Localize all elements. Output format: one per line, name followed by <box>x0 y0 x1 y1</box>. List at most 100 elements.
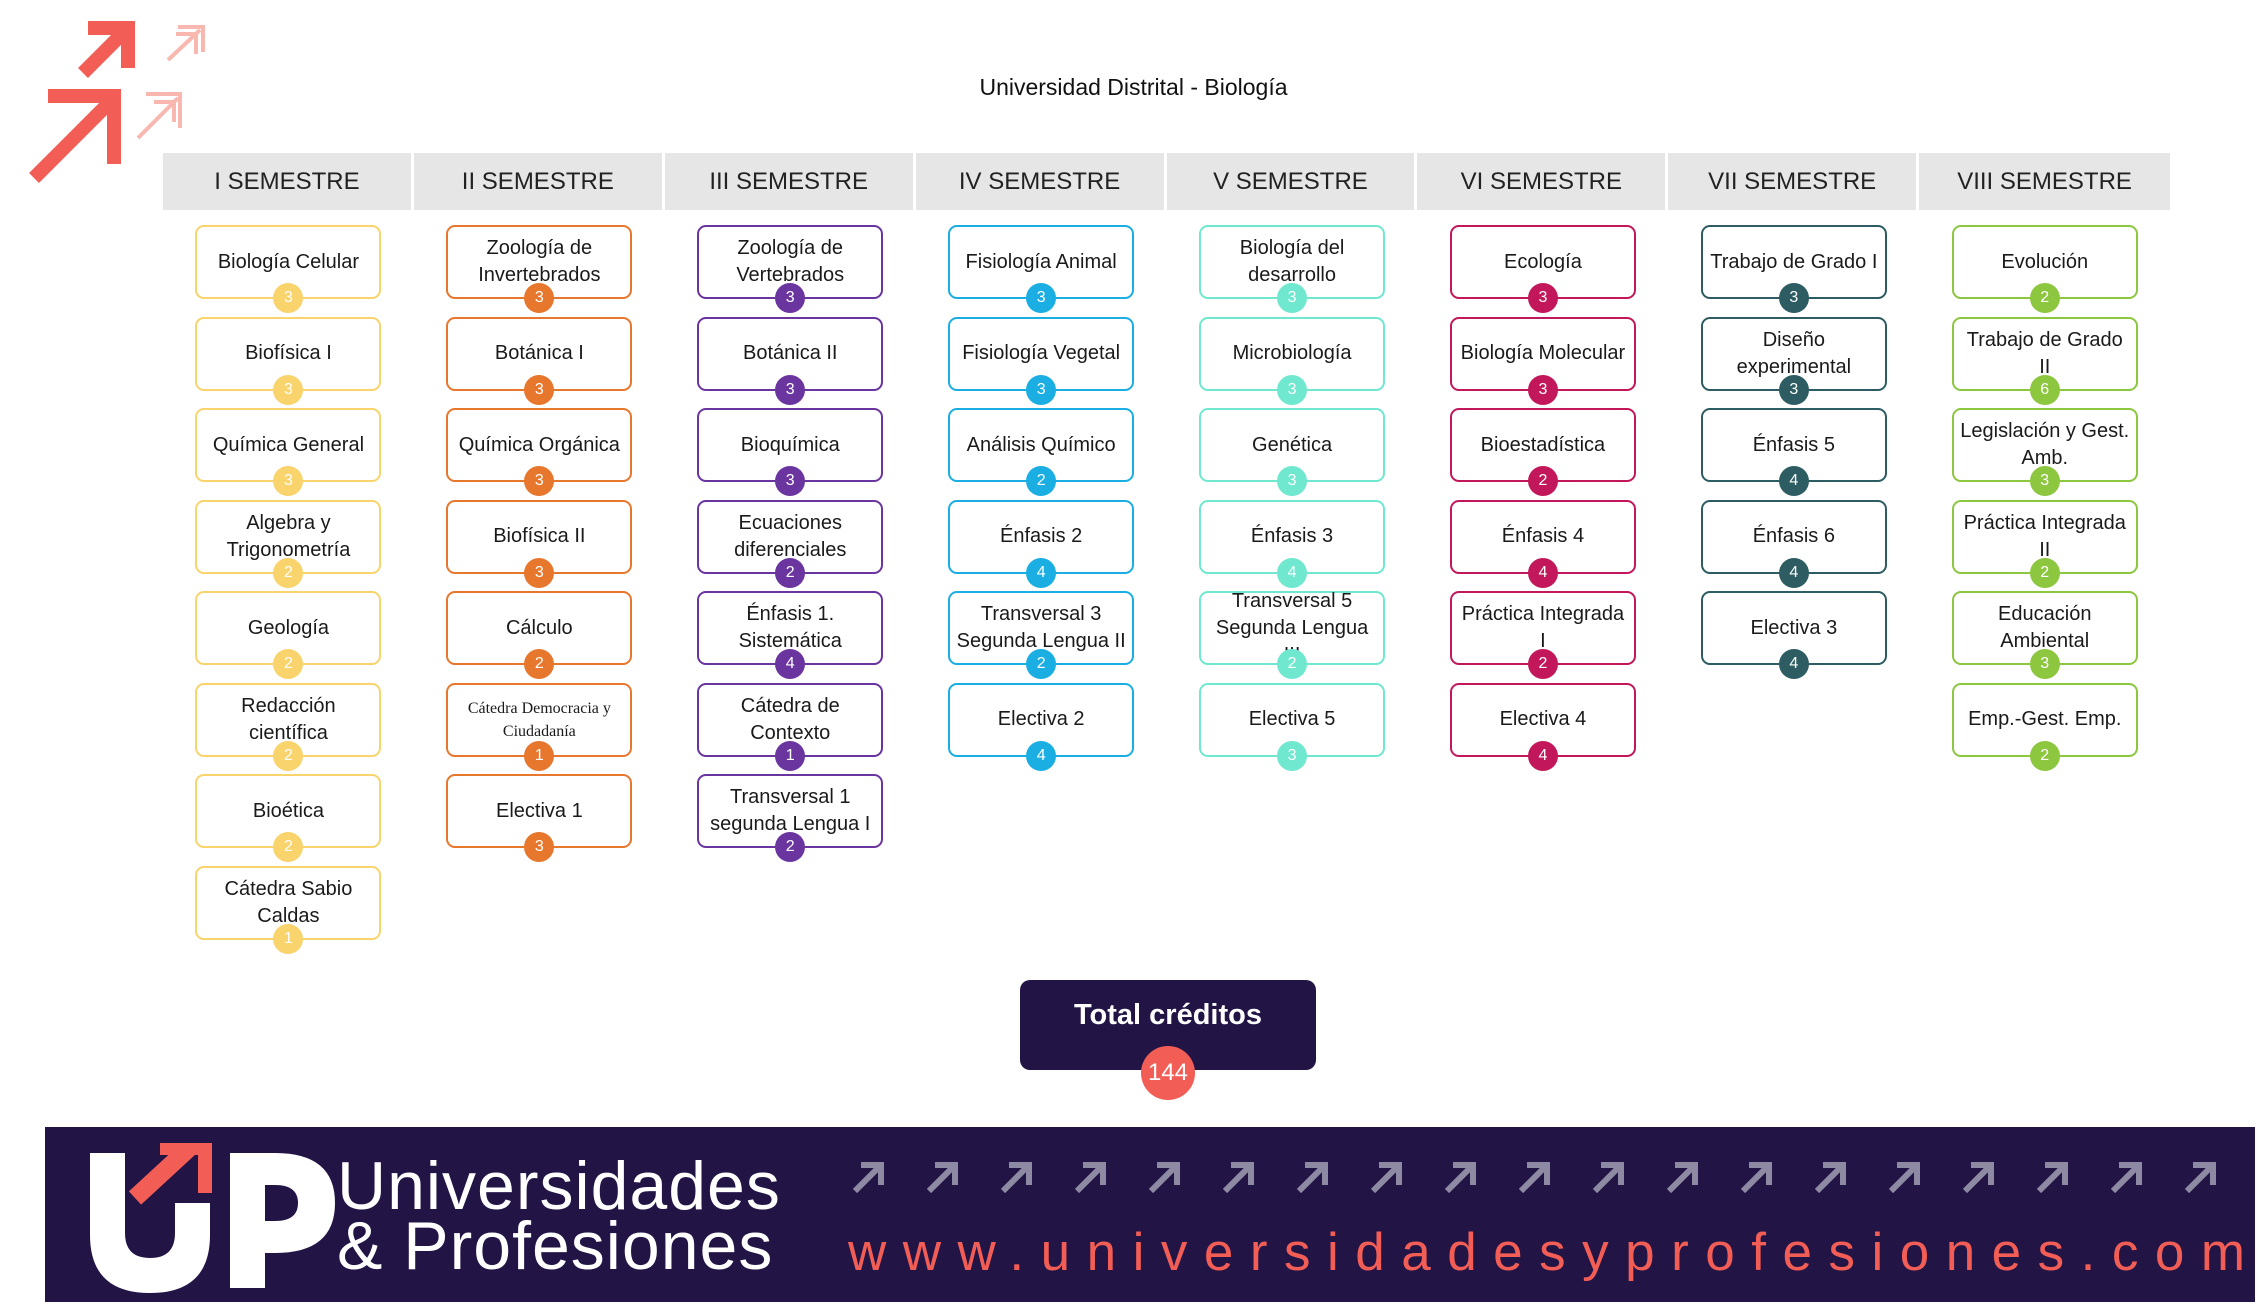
credit-badge: 3 <box>1277 283 1308 313</box>
credit-badge: 2 <box>1277 649 1308 679</box>
brand-name-line2: & Profesiones <box>337 1208 774 1284</box>
course-name: Bioestadística <box>1480 433 1606 456</box>
up-logo-icon <box>90 1143 335 1293</box>
course-card: Énfasis 1. Sistemática 4 <box>697 591 884 679</box>
credit-badge: 2 <box>273 740 304 771</box>
semester-header: VIII SEMESTRE <box>1957 168 2132 195</box>
total-credits-box: Total créditos 144 <box>1020 980 1316 1100</box>
course-name: Electiva 3 <box>1750 616 1838 639</box>
credit-badge: 2 <box>775 557 806 588</box>
course-name: Química Orgánica <box>458 433 620 456</box>
credit-badge: 3 <box>1026 374 1057 405</box>
credit-badge: 2 <box>1527 466 1558 496</box>
course-card: Trabajo de Grado I 3 <box>1700 225 1887 313</box>
course-name: Ecología <box>1504 250 1582 273</box>
course-name: Zoología de Vertebrados <box>736 237 845 286</box>
course-name: Énfasis 4 <box>1501 525 1585 547</box>
course-card: Electiva 5 3 <box>1199 682 1386 771</box>
course-name: Biología Molecular <box>1460 342 1626 364</box>
credit-badge: 2 <box>1527 649 1558 679</box>
course-card: Geología 2 <box>195 591 382 679</box>
credit-badge: 3 <box>524 832 555 862</box>
credit-badge: 2 <box>775 832 806 862</box>
course-card: Ecología 3 <box>1449 225 1636 313</box>
brand-arrows-icon <box>29 21 205 183</box>
course-name: Redacción científica <box>241 694 336 744</box>
semester-header: VI SEMESTRE <box>1417 153 1669 210</box>
course-name: Electiva 2 <box>997 708 1085 730</box>
course-name: Práctica Integrada I <box>1461 603 1625 652</box>
course-name: Énfasis 3 <box>1250 525 1334 547</box>
course-name: Transversal 1 segunda Lengua I <box>710 786 871 835</box>
course-name: Cálculo <box>505 616 573 639</box>
course-card: Química Orgánica 3 <box>446 408 633 496</box>
course-card: Biología Celular 3 <box>195 225 382 313</box>
credit-badge: 3 <box>1277 466 1308 496</box>
course-card: Cátedra Democracia y Ciudadanía 1 <box>446 682 633 771</box>
course-name: Cátedra Sabio Caldas <box>224 877 353 927</box>
credit-badge: 4 <box>1026 557 1057 588</box>
credit-badge: 2 <box>2029 283 2060 313</box>
course-card: Diseño experimental 3 <box>1700 316 1887 405</box>
semester-header: V SEMESTRE <box>1167 153 1418 210</box>
course-name: Biofísica I <box>245 342 332 364</box>
credit-badge: 2 <box>2029 740 2060 771</box>
course-card: Fisiología Animal 3 <box>948 225 1135 313</box>
course-card: Zoología de Invertebrados 3 <box>446 225 633 313</box>
course-card: Énfasis 3 4 <box>1199 499 1386 588</box>
credit-badge: 6 <box>2029 374 2060 405</box>
course-card: Emp.-Gest. Emp. 2 <box>1951 682 2138 771</box>
course-name: Ecuaciones diferenciales <box>734 511 847 561</box>
course-name: Genética <box>1252 433 1333 456</box>
course-name: Biofísica II <box>493 525 586 547</box>
course-card: Zoología de Vertebrados 3 <box>697 225 884 313</box>
credit-badge: 2 <box>273 649 304 679</box>
credit-badge: 3 <box>524 466 555 496</box>
course-name: Análisis Químico <box>966 433 1116 456</box>
course-card: Cátedra Sabio Caldas 1 <box>195 865 382 954</box>
credit-badge: 3 <box>524 557 555 588</box>
course-name: Énfasis 6 <box>1752 525 1835 547</box>
course-card: Biología del desarrollo 3 <box>1199 225 1386 313</box>
course-card: Electiva 2 4 <box>948 682 1135 771</box>
credit-badge: 2 <box>524 649 555 679</box>
course-card: Énfasis 2 4 <box>948 499 1135 588</box>
course-card: Química General 3 <box>195 408 382 496</box>
credit-badge: 2 <box>273 557 304 588</box>
credit-badge: 2 <box>1026 466 1057 496</box>
credit-badge: 3 <box>1527 283 1558 313</box>
semester-header: III SEMESTRE <box>665 153 916 210</box>
course-card: Evolución 2 <box>1951 225 2138 313</box>
course-name: Botánica II <box>742 342 838 364</box>
course-name: Biología del desarrollo <box>1239 237 1345 286</box>
course-name: Trabajo de Grado II <box>1966 328 2123 378</box>
course-name: Cátedra de Contexto <box>740 694 840 744</box>
credit-badge: 2 <box>2029 557 2060 588</box>
semester-header: II SEMESTRE <box>414 153 665 210</box>
total-credits-badge: 144 <box>1141 1046 1195 1100</box>
credit-badge: 3 <box>775 466 806 496</box>
course-name: Emp.-Gest. Emp. <box>1968 708 2122 730</box>
credit-badge: 4 <box>1778 466 1809 496</box>
course-name: Énfasis 1. Sistemática <box>738 603 842 652</box>
credit-badge: 3 <box>524 374 555 405</box>
course-card: Énfasis 5 4 <box>1700 408 1887 496</box>
credit-badge: 3 <box>775 283 806 313</box>
course-card: Electiva 4 4 <box>1449 682 1636 771</box>
credit-badge: 2 <box>1026 649 1057 679</box>
course-card: Transversal 5 Segunda Lengua III2 <box>1199 590 1386 679</box>
course-card: Práctica Integrada II 2 <box>1951 499 2138 588</box>
course-card: Bioestadística 2 <box>1449 408 1636 496</box>
course-card: Bioquímica 3 <box>697 408 884 496</box>
course-card: Electiva 1 3 <box>446 774 633 862</box>
arrow-pattern-icon <box>852 1162 2216 1194</box>
credit-badge: 3 <box>1277 374 1308 405</box>
website-url: www.universidadesyprofesiones.com <box>848 1223 2255 1282</box>
course-name: Botánica I <box>494 342 584 364</box>
credit-badge: 4 <box>1778 649 1809 679</box>
course-card: Énfasis 4 4 <box>1449 499 1636 588</box>
course-name: Química General <box>212 433 365 456</box>
total-credits-label: Total créditos <box>1074 999 1262 1031</box>
course-card: Botánica II 3 <box>697 316 884 405</box>
course-name: Electiva 5 <box>1248 708 1336 730</box>
